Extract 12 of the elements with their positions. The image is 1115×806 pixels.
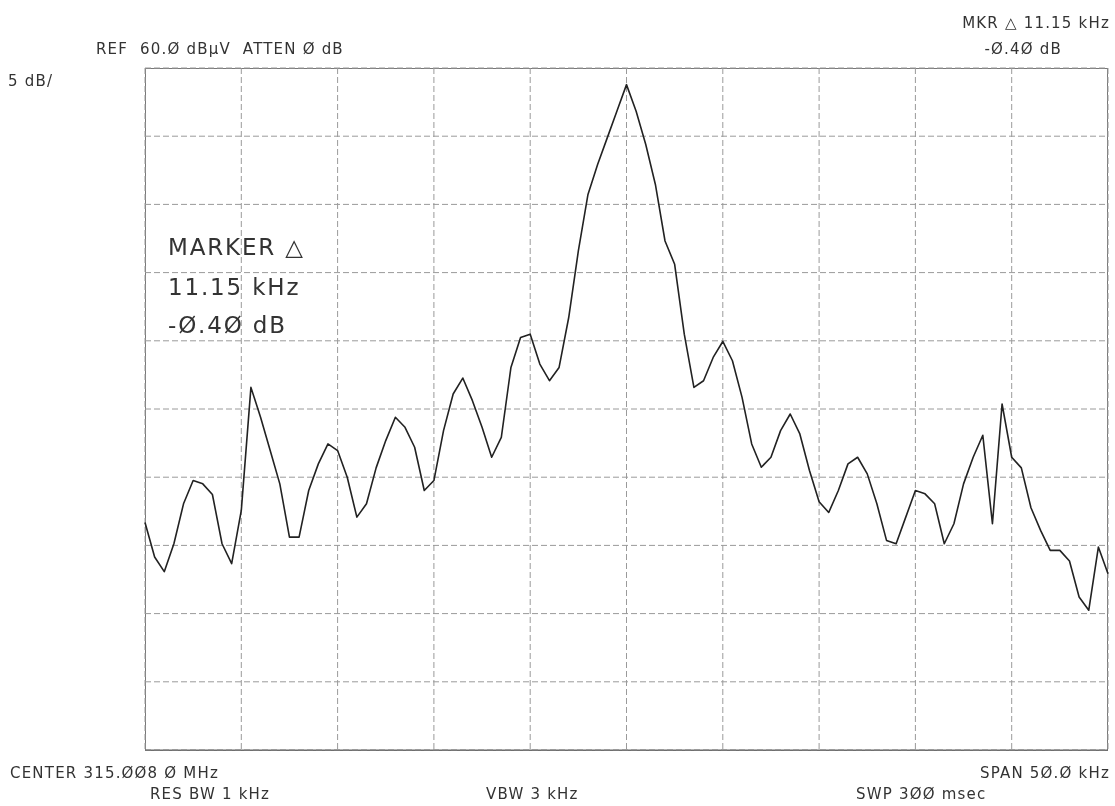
text: SPAN 5Ø.Ø kHz <box>980 764 1110 782</box>
text: RES BW 1 kHz <box>150 785 271 803</box>
text: SWP 3ØØ msec <box>856 785 987 803</box>
text: MKR △ 11.15 kHz <box>962 14 1110 32</box>
text: 5 dB/ <box>8 72 54 90</box>
text: -Ø.4Ø dB <box>984 40 1062 58</box>
text: VBW 3 kHz <box>486 785 579 803</box>
annotation: -Ø.4Ø dB <box>168 312 287 338</box>
annotation: MARKER △ <box>168 234 305 260</box>
annotation: 11.15 kHz <box>168 274 301 300</box>
text: CENTER 315.ØØ8 Ø MHz <box>10 764 219 782</box>
text: REF 60.Ø dBµV ATTEN Ø dB <box>96 40 344 58</box>
